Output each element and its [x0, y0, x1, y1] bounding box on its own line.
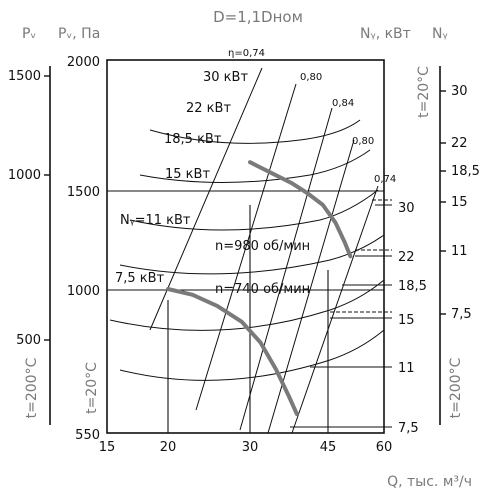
- inner-left-tick-label: 1000: [67, 284, 100, 299]
- right-inner-ticks: 30 22 18,5 15 11 7,5: [398, 201, 427, 436]
- outer-left-tick-label: 1000: [8, 168, 41, 183]
- efficiency-label: 0,80: [300, 72, 322, 83]
- series-line-1: [166, 287, 299, 416]
- efficiency-label: 0,74: [374, 174, 396, 185]
- power-label: 15 кВт: [165, 167, 210, 182]
- right-inner-tick-label: 18,5: [398, 279, 427, 294]
- power-label: Nᵧ=11 кВт: [120, 213, 191, 228]
- power-label: 7,5 кВт: [115, 271, 165, 286]
- outer-left-temp-label: t=200°C: [24, 357, 40, 418]
- right-inner-axis-title: Nᵧ, кВт: [360, 26, 411, 42]
- power-curve: [139, 149, 371, 183]
- series-label: n=740 об/мин: [215, 282, 310, 297]
- power-curve: [109, 279, 385, 331]
- right-outer-tick-label: 11: [451, 244, 468, 259]
- efficiency-label: 0,80: [352, 136, 374, 147]
- power-label: 22 кВт: [186, 101, 231, 116]
- inner-left-axis-title: Pᵥ, Па: [58, 26, 100, 42]
- chart-title: D=1,1Dном: [213, 8, 303, 26]
- x-tick-label: 30: [242, 440, 259, 455]
- outer-left-ticks: 1500 1000 500: [8, 69, 50, 348]
- x-tick-label: 60: [376, 440, 393, 455]
- efficiency-rays: [109, 67, 385, 434]
- power-curve: [129, 189, 379, 231]
- right-outer-tick-label: 22: [451, 136, 468, 151]
- efficiency-ray: [195, 83, 297, 411]
- efficiency-ray: [239, 107, 333, 431]
- right-outer-temp-label: t=200°C: [448, 357, 464, 418]
- x-tick-label: 45: [320, 440, 337, 455]
- x-axis-title: Q, тыс. м³/ч: [387, 474, 472, 490]
- x-tick-label: 20: [160, 440, 177, 455]
- right-outer-tick-label: 7,5: [451, 307, 472, 322]
- inner-left-tick-label: 1500: [67, 185, 100, 200]
- power-curve: [119, 329, 385, 381]
- plot-frame: [106, 59, 385, 434]
- power-curve: [119, 234, 385, 275]
- inner-left-temp-label: t=20°C: [84, 362, 100, 414]
- right-inner-tick-label: 15: [398, 313, 415, 328]
- inner-left-tick-label: 2000: [67, 55, 100, 70]
- power-label: 30 кВт: [203, 70, 248, 85]
- outer-left-tick-label: 1500: [8, 69, 41, 84]
- right-inner-tick-label: 22: [398, 250, 415, 265]
- x-tick-label: 15: [99, 440, 116, 455]
- series-label: n=980 об/мин: [215, 239, 310, 254]
- right-outer-tick-label: 15: [451, 195, 468, 210]
- series-layer: [166, 160, 353, 416]
- right-inner-tick-label: 7,5: [398, 421, 419, 436]
- right-outer-axis-title: Nᵧ: [432, 26, 448, 42]
- reference-lines: [107, 190, 392, 433]
- efficiency-label: 0,84: [332, 98, 354, 109]
- efficiency-ray: [291, 185, 379, 434]
- right-inner-temp-label: t=20°C: [416, 66, 432, 118]
- x-ticks: 15 20 30 45 60: [99, 440, 393, 455]
- right-outer-tick-label: 18,5: [451, 164, 480, 179]
- right-outer-ticks: 30 22 18,5 15 11 7,5: [440, 84, 480, 322]
- outer-left-tick-label: 500: [16, 333, 41, 348]
- right-inner-tick-label: 11: [398, 361, 415, 376]
- outer-left-axis-title: Pᵥ: [22, 26, 36, 42]
- efficiency-ray: [149, 67, 263, 331]
- power-curve: [149, 119, 361, 144]
- inner-left-tick-label: 550: [75, 428, 100, 443]
- inner-left-ticks: 550 1000 1500 2000: [67, 55, 100, 443]
- right-outer-tick-label: 30: [451, 84, 468, 99]
- power-label: 18,5 кВт: [164, 132, 222, 147]
- series-line-0: [248, 160, 353, 259]
- right-inner-tick-label: 30: [398, 201, 415, 216]
- efficiency-label: η=0,74: [228, 48, 265, 59]
